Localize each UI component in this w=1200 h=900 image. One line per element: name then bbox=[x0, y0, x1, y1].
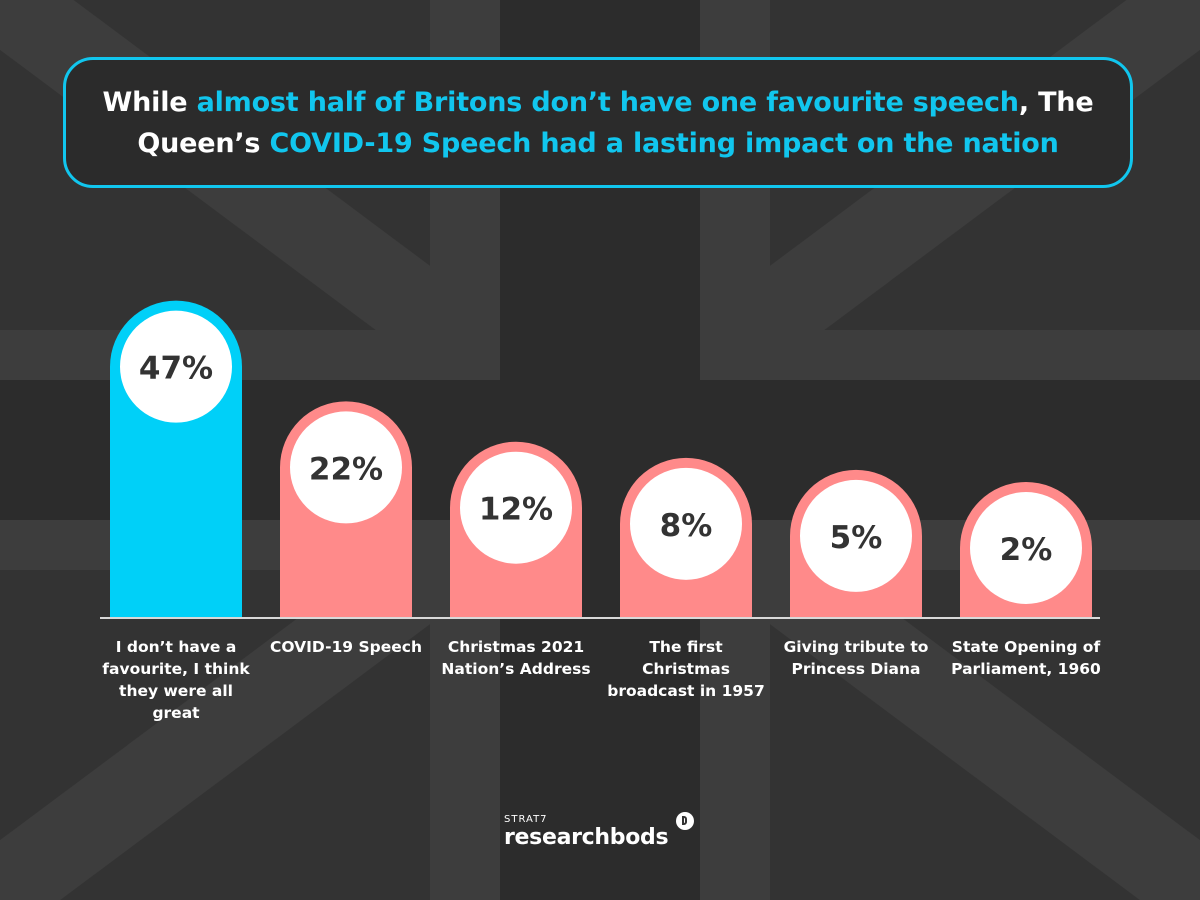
researchbods-mark-icon bbox=[676, 812, 694, 830]
value-bubble bbox=[630, 467, 742, 580]
title-highlight-2: COVID-19 Speech had a lasting impact on … bbox=[269, 127, 1059, 159]
category-label: The first Christmas broadcast in 1957 bbox=[607, 638, 765, 700]
data-label: 2% bbox=[1000, 532, 1053, 568]
logo-researchbods: researchbods bbox=[504, 825, 669, 850]
category-label: Christmas 2021 Nation’s Address bbox=[441, 638, 591, 678]
category-label: I don’t have a favourite, I think they w… bbox=[102, 638, 250, 722]
data-label: 8% bbox=[660, 508, 713, 544]
title-highlight-1: almost half of Britons don’t have one fa… bbox=[196, 86, 1019, 118]
title-part-3: , The Queen’s bbox=[137, 86, 1094, 159]
data-label: 12% bbox=[479, 492, 553, 528]
value-bubble bbox=[800, 479, 912, 592]
category-label: Giving tribute to Princess Diana bbox=[783, 638, 929, 678]
value-bubble bbox=[120, 310, 232, 423]
logo: STRAT7 researchbods bbox=[504, 814, 669, 850]
data-label: 22% bbox=[309, 451, 383, 487]
value-bubble bbox=[970, 492, 1082, 604]
value-bubble bbox=[460, 451, 572, 564]
title-box: While almost half of Britons don’t have … bbox=[63, 57, 1133, 188]
category-label: State Opening of Parliament, 1960 bbox=[951, 638, 1101, 678]
data-label: 47% bbox=[139, 351, 213, 387]
chart-title: While almost half of Britons don’t have … bbox=[88, 82, 1108, 164]
data-label: 5% bbox=[830, 520, 883, 556]
logo-strat7: STRAT7 bbox=[504, 814, 548, 825]
value-bubble bbox=[290, 411, 402, 524]
title-part-1: While bbox=[102, 86, 197, 118]
category-label: COVID-19 Speech bbox=[270, 638, 422, 656]
